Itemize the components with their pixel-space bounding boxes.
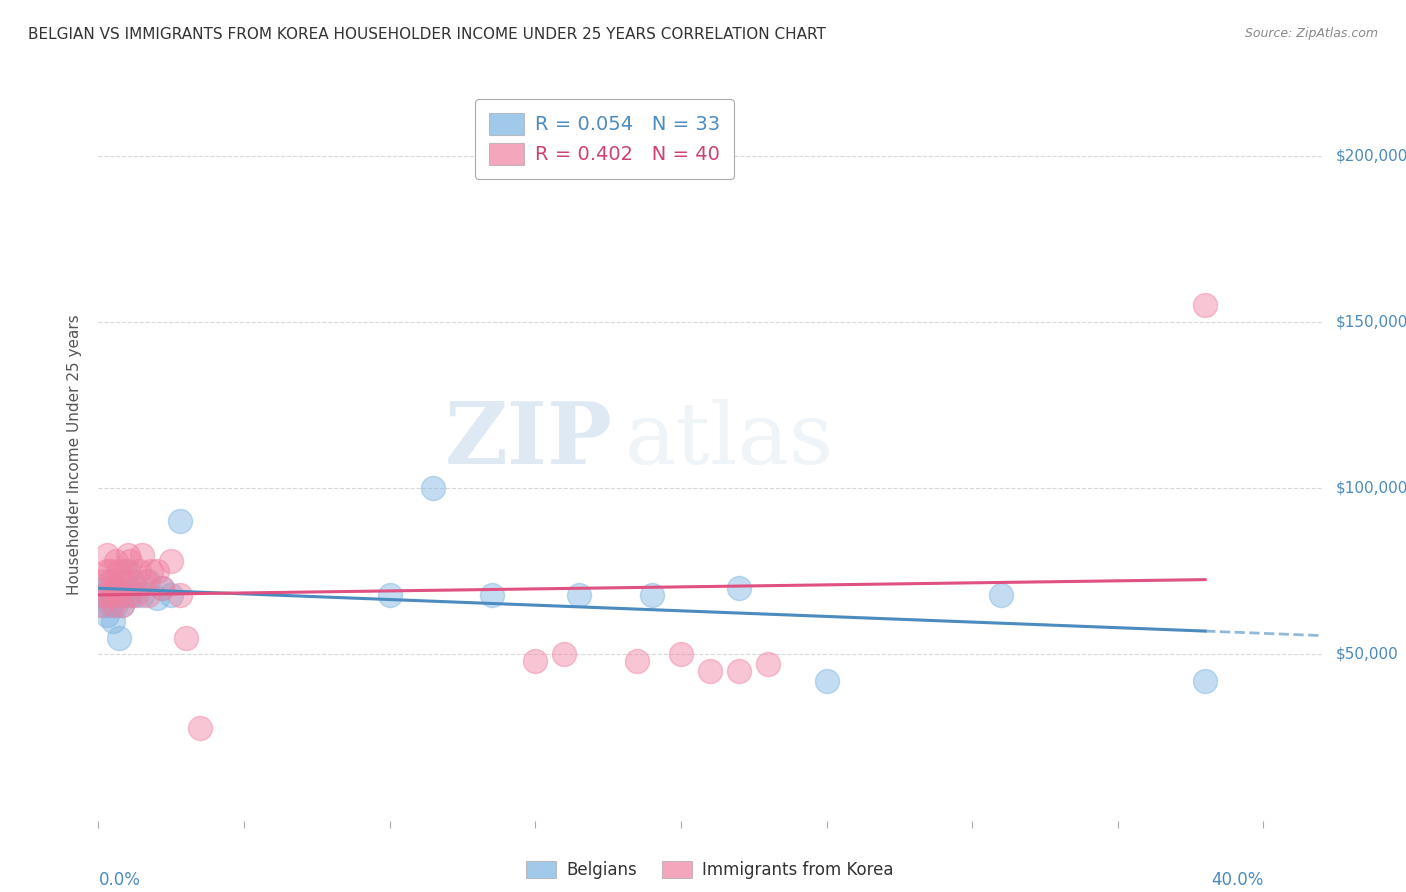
- Point: [481, 588, 503, 602]
- Point: [98, 564, 121, 578]
- Point: [378, 588, 401, 602]
- Point: [104, 581, 127, 595]
- Point: [815, 673, 838, 688]
- Point: [626, 654, 648, 668]
- Point: [131, 548, 153, 562]
- Point: [728, 581, 751, 595]
- Point: [98, 588, 121, 602]
- Point: [145, 564, 167, 578]
- Point: [111, 598, 134, 612]
- Point: [568, 588, 591, 602]
- Text: $50,000: $50,000: [1336, 647, 1399, 662]
- Y-axis label: Householder Income Under 25 years: Householder Income Under 25 years: [67, 315, 83, 595]
- Point: [641, 588, 664, 602]
- Text: $200,000: $200,000: [1336, 148, 1406, 163]
- Point: [90, 598, 112, 612]
- Point: [553, 648, 575, 662]
- Point: [93, 598, 115, 612]
- Point: [422, 481, 444, 495]
- Point: [104, 581, 127, 595]
- Point: [152, 581, 174, 595]
- Point: [152, 581, 174, 595]
- Point: [111, 598, 134, 612]
- Point: [111, 588, 134, 602]
- Text: $150,000: $150,000: [1336, 315, 1406, 329]
- Point: [98, 574, 121, 589]
- Point: [111, 574, 134, 589]
- Point: [96, 607, 118, 622]
- Point: [669, 648, 692, 662]
- Point: [117, 564, 139, 578]
- Point: [134, 574, 156, 589]
- Point: [101, 598, 124, 612]
- Point: [145, 591, 167, 605]
- Point: [122, 588, 145, 602]
- Point: [114, 574, 136, 589]
- Point: [93, 588, 115, 602]
- Point: [120, 588, 142, 602]
- Text: atlas: atlas: [624, 399, 834, 482]
- Point: [90, 588, 112, 602]
- Point: [756, 657, 779, 672]
- Point: [98, 598, 121, 612]
- Point: [169, 588, 191, 602]
- Point: [104, 598, 127, 612]
- Point: [108, 588, 131, 602]
- Text: $100,000: $100,000: [1336, 481, 1406, 496]
- Point: [96, 581, 118, 595]
- Point: [117, 588, 139, 602]
- Point: [96, 564, 118, 578]
- Text: 0.0%: 0.0%: [98, 871, 141, 888]
- Point: [524, 654, 547, 668]
- Point: [101, 614, 124, 628]
- Point: [136, 588, 159, 602]
- Text: Source: ZipAtlas.com: Source: ZipAtlas.com: [1244, 27, 1378, 40]
- Legend: Belgians, Immigrants from Korea: Belgians, Immigrants from Korea: [520, 854, 900, 886]
- Text: ZIP: ZIP: [444, 399, 612, 483]
- Point: [174, 631, 197, 645]
- Point: [122, 574, 145, 589]
- Point: [117, 548, 139, 562]
- Point: [108, 631, 131, 645]
- Point: [125, 581, 148, 595]
- Point: [136, 574, 159, 589]
- Point: [699, 664, 721, 678]
- Point: [125, 588, 148, 602]
- Point: [160, 554, 183, 568]
- Point: [990, 588, 1012, 602]
- Point: [1194, 298, 1216, 312]
- Point: [1194, 673, 1216, 688]
- Point: [169, 515, 191, 529]
- Point: [114, 564, 136, 578]
- Point: [128, 564, 150, 578]
- Point: [101, 574, 124, 589]
- Point: [104, 554, 127, 568]
- Point: [160, 588, 183, 602]
- Point: [131, 588, 153, 602]
- Point: [101, 588, 124, 602]
- Point: [188, 721, 212, 735]
- Point: [728, 664, 751, 678]
- Point: [108, 564, 131, 578]
- Text: 40.0%: 40.0%: [1211, 871, 1264, 888]
- Point: [96, 548, 118, 562]
- Point: [139, 564, 162, 578]
- Text: BELGIAN VS IMMIGRANTS FROM KOREA HOUSEHOLDER INCOME UNDER 25 YEARS CORRELATION C: BELGIAN VS IMMIGRANTS FROM KOREA HOUSEHO…: [28, 27, 825, 42]
- Point: [93, 574, 115, 589]
- Point: [120, 554, 142, 568]
